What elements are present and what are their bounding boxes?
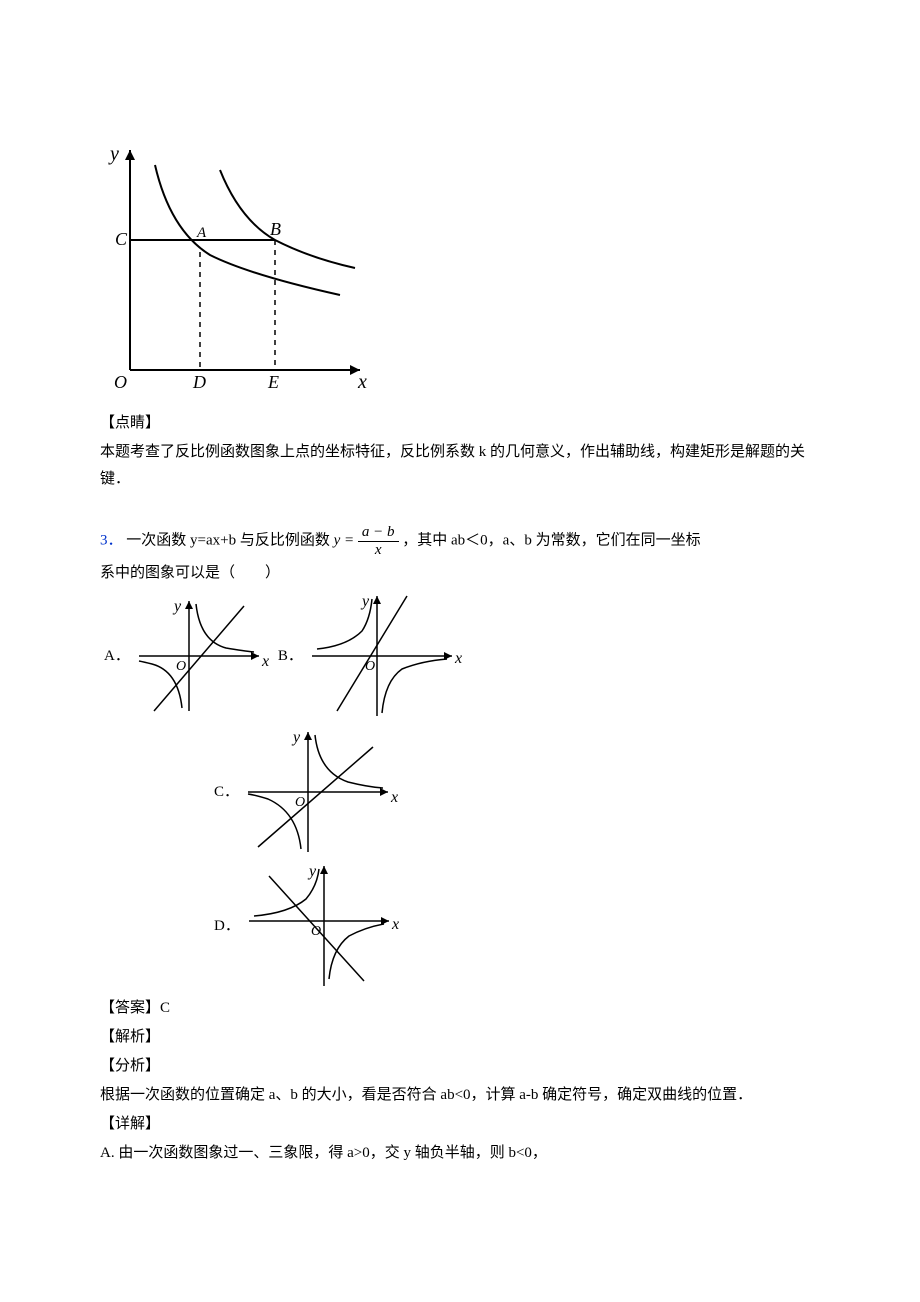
axis-label-x: x: [357, 371, 367, 390]
svg-text:O: O: [295, 795, 305, 810]
dianqing-text: 本题考查了反比例函数图象上点的坐标特征，反比例系数 k 的几何意义，作出辅助线，…: [100, 439, 820, 493]
option-d-label: D．: [214, 913, 240, 940]
option-c-graph: y x O: [243, 727, 403, 857]
answer-line: 【答案】C: [100, 995, 820, 1022]
point-label-a: A: [196, 225, 207, 241]
option-b-graph: y x O: [307, 591, 467, 721]
svg-text:x: x: [390, 789, 398, 806]
fraction-numerator: a − b: [358, 524, 399, 542]
axis-label-y: y: [108, 143, 119, 165]
answer-value: C: [160, 1000, 170, 1016]
option-b-label: B．: [278, 643, 303, 670]
svg-text:O: O: [176, 659, 186, 674]
point-label-d: D: [192, 372, 206, 390]
point-label-e: E: [267, 372, 279, 390]
question-text-suffix: ，其中 ab＜0，a、b 为常数，它们在同一坐标: [402, 532, 700, 548]
svg-text:x: x: [261, 653, 269, 670]
option-c-label: C．: [214, 779, 239, 806]
point-label-b: B: [270, 219, 281, 239]
equation-left: y =: [334, 532, 355, 548]
svg-text:O: O: [365, 659, 375, 674]
svg-text:y: y: [307, 863, 317, 880]
fenxi-label: 【分析】: [100, 1053, 820, 1080]
option-d-graph: y x O: [244, 861, 404, 991]
option-a-graph: y x O: [134, 596, 274, 716]
dianqing-label: 【点睛】: [100, 410, 820, 437]
svg-text:y: y: [172, 598, 182, 615]
fraction-denominator: x: [358, 542, 399, 559]
fenxi-text: 根据一次函数的位置确定 a、b 的大小，看是否符合 ab<0，计算 a-b 确定…: [100, 1082, 820, 1109]
jiexi-label: 【解析】: [100, 1024, 820, 1051]
option-a-label: A．: [104, 643, 130, 670]
point-label-c: C: [115, 229, 128, 249]
svg-text:x: x: [391, 916, 399, 933]
answer-label: 【答案】: [100, 1000, 160, 1016]
options-row-ab: A． y x O B． y x O: [100, 591, 820, 721]
equation-fraction: a − b x: [358, 524, 399, 558]
question-text-prefix: 一次函数 y=ax+b 与反比例函数: [126, 532, 330, 548]
svg-text:x: x: [454, 650, 462, 667]
xiangjie-text-a: A. 由一次函数图象过一、三象限，得 a>0，交 y 轴负半轴，则 b<0，: [100, 1140, 820, 1167]
question-3-stem: 3． 一次函数 y=ax+b 与反比例函数 y = a − b x ，其中 ab…: [100, 524, 820, 558]
options-col-cd: C． y x O D． y x: [210, 725, 820, 993]
point-label-o: O: [114, 372, 127, 390]
svg-text:y: y: [291, 729, 301, 746]
figure-hyperbola-main: y x C A B O D E: [100, 140, 820, 400]
svg-text:y: y: [360, 593, 370, 610]
xiangjie-label: 【详解】: [100, 1111, 820, 1138]
svg-text:O: O: [311, 924, 321, 939]
question-3-line2: 系中的图象可以是（ ）: [100, 560, 820, 587]
question-number: 3．: [100, 532, 123, 548]
